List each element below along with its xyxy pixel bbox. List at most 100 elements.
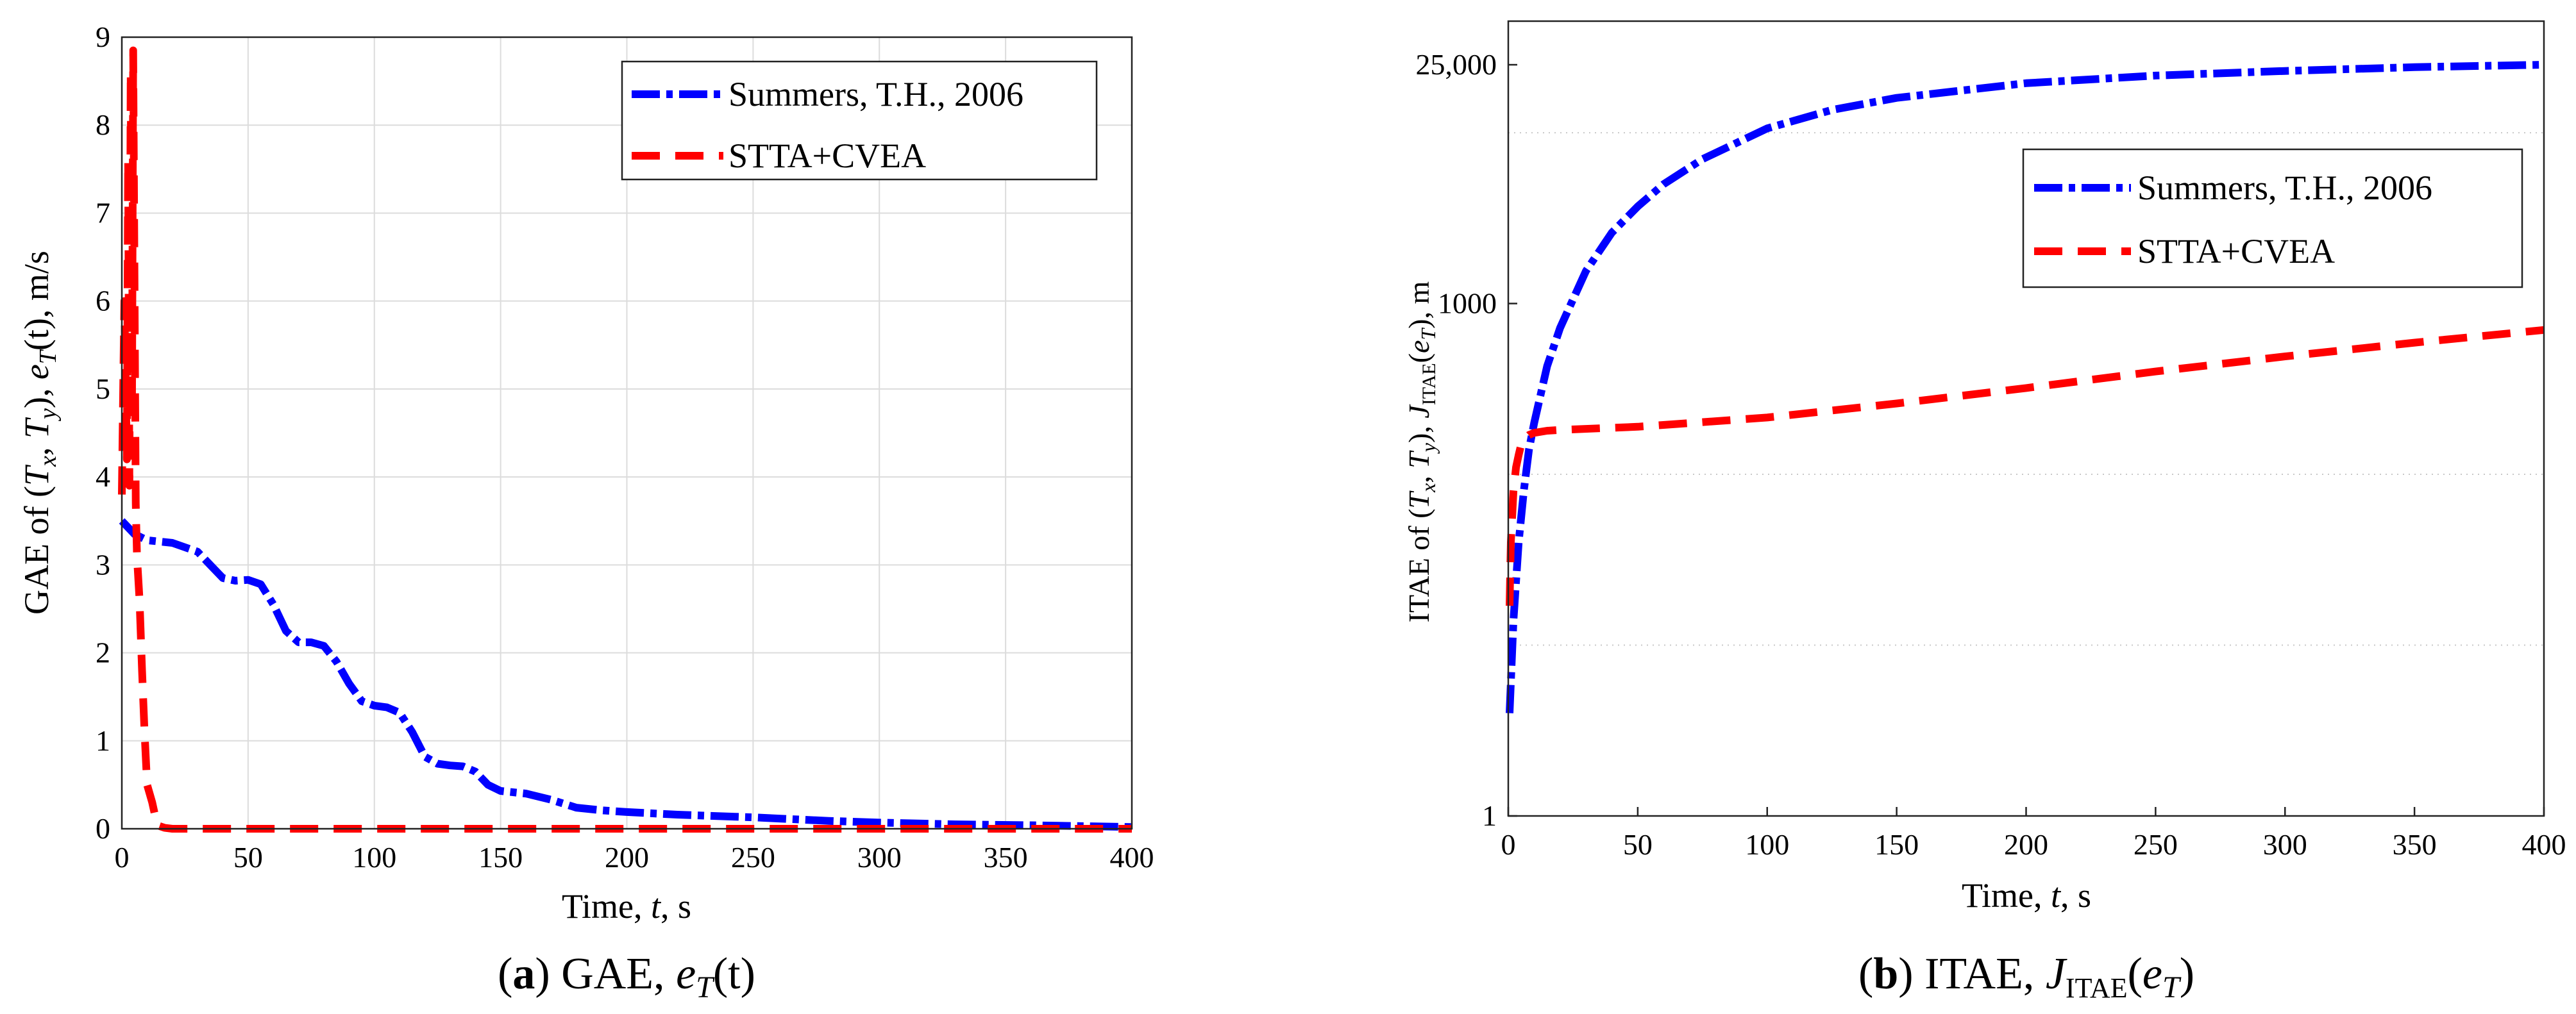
chart-a-xlabel-unit: , s [661, 887, 691, 926]
chart-b-xlabel-text: Time, [1962, 876, 2051, 915]
chart-b-xtick-label: 250 [2134, 828, 2178, 861]
chart-a-xtick-label: 300 [857, 841, 902, 874]
chart-b-caption-letter: b [1873, 949, 1898, 999]
chart-b-legend-label-stta: STTA+CVEA [2137, 232, 2335, 270]
chart-b-caption-arg: ( [2128, 949, 2142, 999]
chart-a-ylabel-mid: , [17, 438, 56, 456]
chart-b-xtick-label: 150 [1874, 828, 1919, 861]
chart-b-xtick-label: 200 [2004, 828, 2048, 861]
chart-a-ytick-label: 8 [96, 108, 110, 141]
chart-a-xtick-label: 350 [984, 841, 1028, 874]
chart-b-caption-arg2: ) [2180, 949, 2194, 999]
chart-a-xlabel-text: Time, [562, 887, 651, 926]
chart-a-xtick-label: 50 [233, 841, 263, 874]
chart-b-ylabel-jvs: ITAE [1418, 363, 1440, 405]
chart-b-ylabel-post: ), [1402, 419, 1435, 443]
chart-a-xtick-label: 150 [478, 841, 523, 874]
chart-b-ylabel-jv: J [1402, 404, 1435, 419]
chart-b-caption-sub: ITAE [2066, 972, 2128, 1004]
chart-b-x-ticks: 0 50 100 150 200 250 300 350 400 [1501, 807, 2566, 861]
chart-a-ytick-label: 5 [96, 372, 110, 405]
chart-a-series [118, 46, 1132, 833]
chart-a-caption-arg: (t) [713, 949, 755, 999]
chart-a-ylabel-tx: T [17, 464, 56, 486]
chart-b-legend: Summers, T.H., 2006 STTA+CVEA [2022, 148, 2523, 288]
chart-b-xtick-label: 400 [2522, 828, 2566, 861]
chart-b-xtick-label: 0 [1501, 828, 1516, 861]
chart-b-caption-var2: e [2142, 949, 2162, 999]
chart-a-ylabel-pre: GAE of ( [17, 486, 56, 615]
chart-b-caption-sub2: T [2162, 970, 2182, 1004]
chart-a-caption-text: GAE, [561, 949, 676, 999]
chart-a-ytick-label: 2 [96, 636, 110, 669]
chart-a-x-axis-label: Time, t, s [562, 887, 691, 926]
chart-a-xlabel-var: t [651, 887, 662, 926]
chart-a-x-ticks: 0 50 100 150 200 250 300 350 400 [115, 841, 1154, 874]
chart-a-ylabel-ev2: (t), m/s [17, 251, 56, 351]
chart-a-y-ticks: 0 1 2 3 4 5 6 7 8 9 [96, 21, 110, 845]
chart-b-ytick-label: 1 [1482, 799, 1497, 832]
chart-a-xtick-label: 100 [352, 841, 396, 874]
chart-b: 1 1000 25,000 0 50 100 150 200 250 300 350 400 Sum… [1402, 20, 2566, 1004]
chart-a-caption-sub: T [696, 970, 715, 1004]
chart-b-ylabel-tys: y [1417, 442, 1440, 454]
chart-b-plot-frame [1507, 20, 2545, 817]
chart-a-caption-close: ) [535, 949, 561, 999]
chart-a-caption-open: ( [498, 949, 512, 999]
chart-a-ytick-label: 6 [96, 285, 110, 317]
chart-b-ylabel-jarg: ( [1402, 353, 1435, 363]
chart-b-series-line-stta [1506, 326, 2545, 606]
chart-a-ytick-label: 9 [96, 21, 110, 53]
chart-b-series-line-summers [1506, 61, 2545, 713]
chart-a-caption-var: e [676, 949, 696, 999]
chart-a-caption-letter: a [512, 949, 535, 999]
chart-b-ylabel-end: ), m [1402, 281, 1435, 328]
chart-b-y-ticks: 1 1000 25,000 [1416, 48, 1517, 832]
chart-b-ylabel-ty: T [1402, 450, 1435, 469]
chart-a-ylabel-post: ), [17, 379, 56, 408]
chart-a-legend-label-summers: Summers, T.H., 2006 [728, 75, 1023, 113]
chart-a-xtick-label: 400 [1110, 841, 1154, 874]
chart-b-ylabel-ev: e [1402, 340, 1435, 353]
chart-a-y-axis-label: GAE of (Tx, Ty), eT(t), m/s [17, 251, 62, 615]
chart-a-ytick-label: 3 [96, 548, 110, 581]
chart-a-ytick-label: 4 [96, 460, 110, 493]
chart-b-y-axis-label: ITAE of (Tx, Ty), JITAE(eT), m [1402, 281, 1440, 622]
chart-a-ytick-label: 0 [96, 812, 110, 845]
chart-a-ytick-label: 1 [96, 724, 110, 757]
chart-a-legend-label-stta: STTA+CVEA [728, 137, 926, 175]
chart-a-legend: Summers, T.H., 2006 STTA+CVEA [621, 60, 1098, 181]
chart-b-ylabel-tx: T [1402, 490, 1435, 509]
chart-b-caption: (b) ITAE, JITAE(eT) [1858, 949, 2194, 1004]
chart-a-xtick-label: 0 [115, 841, 130, 874]
chart-b-xtick-label: 350 [2393, 828, 2437, 861]
chart-b-ylabel-evs: T [1417, 328, 1440, 340]
chart-a-xtick-label: 200 [605, 841, 649, 874]
chart-b-caption-open: ( [1858, 949, 1873, 999]
chart-a-ylabel-ev: e [17, 364, 56, 379]
chart-b-series [1506, 61, 2545, 713]
chart-b-ytick-label: 25,000 [1416, 48, 1497, 81]
chart-a-series-line-stta [118, 46, 1132, 833]
chart-b-caption-close: ) [1898, 949, 1924, 999]
chart-a-ylabel-tys: y [35, 408, 62, 422]
chart-b-xlabel-var: t [2051, 876, 2062, 915]
chart-a-plot-frame [121, 36, 1133, 830]
chart-a-ylabel-evs: T [35, 349, 62, 364]
chart-b-xtick-label: 100 [1745, 828, 1789, 861]
chart-b-legend-box [2022, 148, 2523, 288]
chart-b-ylabel-mid: , [1402, 469, 1435, 483]
chart-b-caption-var: J [2046, 949, 2067, 999]
chart-a-xtick-label: 250 [731, 841, 775, 874]
chart-b-legend-label-summers: Summers, T.H., 2006 [2137, 169, 2432, 207]
chart-b-xlabel-unit: , s [2060, 876, 2091, 915]
chart-a-ylabel-txs: x [35, 456, 62, 467]
chart-b-caption-text: ITAE, [1924, 949, 2046, 999]
chart-b-ytick-label: 1000 [1438, 287, 1497, 320]
chart-a-legend-box [621, 60, 1098, 181]
chart-b-ylabel-txs: x [1417, 483, 1440, 493]
chart-b-xtick-label: 50 [1623, 828, 1653, 861]
chart-a: 0 1 2 3 4 5 6 7 8 9 0 50 100 150 200 250 300 350 400 Summ… [17, 21, 1154, 1004]
chart-b-ylabel-pre: ITAE of ( [1402, 509, 1435, 623]
